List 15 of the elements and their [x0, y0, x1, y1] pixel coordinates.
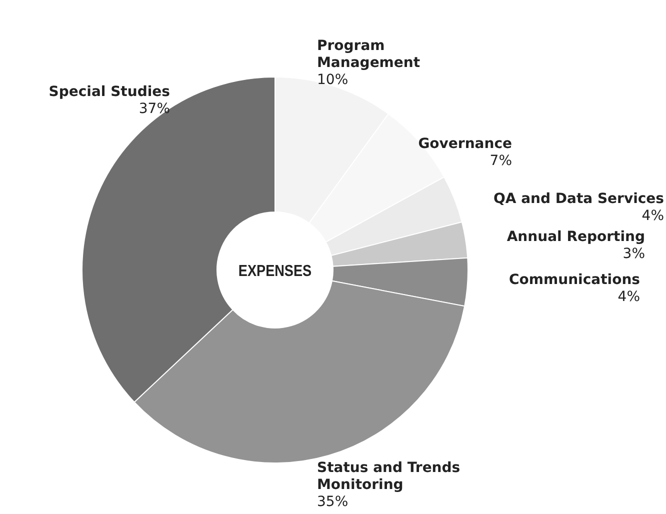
- data-label: 35%: [317, 494, 348, 510]
- text: EXPENSES: [238, 263, 312, 280]
- slice-label: Communications: [509, 272, 640, 288]
- slice-label: Governance: [418, 136, 512, 152]
- data-label: 37%: [138, 101, 170, 117]
- slice-label: QA and Data Services: [493, 191, 664, 207]
- slice-label: Special Studies: [48, 84, 170, 100]
- slice-label: Status and Trends Monitoring: [317, 460, 460, 493]
- data-label: 4%: [618, 289, 640, 305]
- data-label: 10%: [317, 72, 348, 88]
- slice-label: Annual Reporting: [506, 229, 645, 245]
- data-label: 7%: [490, 153, 512, 169]
- data-label: 3%: [622, 246, 645, 262]
- slice-label: Program Management: [317, 38, 420, 71]
- data-label: 4%: [642, 208, 664, 224]
